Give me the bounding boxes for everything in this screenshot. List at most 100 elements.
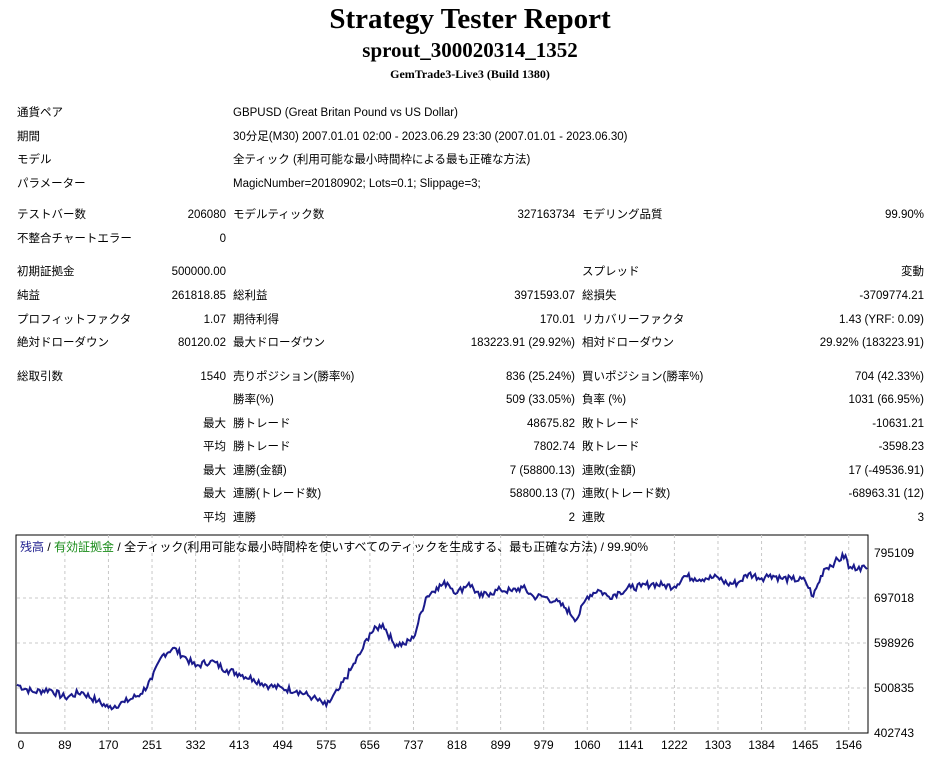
rel-dd-value: 29.92% (183223.91) [819, 337, 924, 349]
max-dd-label: 最大ドローダウン [233, 337, 325, 349]
recovery-label: リカバリーファクタ [582, 314, 685, 326]
consec-loss-cnt-label: 連敗(トレード数) [582, 488, 671, 500]
period-value: 30分足(M30) 2007.01.01 02:00 - 2023.06.29 … [233, 131, 628, 143]
consec-win-amt-value: 7 (58800.13) [509, 465, 575, 477]
x-tick-label: 1141 [617, 738, 644, 752]
win-pct-label: 勝率(%) [233, 394, 274, 406]
x-tick-label: 0 [17, 738, 25, 752]
avg-win-label: 勝トレード [233, 441, 291, 453]
max-loss-label: 敗トレード [582, 418, 640, 430]
abs-dd-value: 80120.02 [178, 337, 226, 349]
expected-label: 期待利得 [233, 314, 279, 326]
x-tick-label: 1222 [661, 738, 688, 752]
max-win-value: 48675.82 [527, 418, 575, 430]
y-tick-label: 402743 [874, 726, 915, 740]
short-label: 売りポジション(勝率%) [233, 371, 355, 383]
y-tick-label: 697018 [874, 590, 915, 605]
x-tick-label: 494 [272, 738, 293, 752]
chart-grid [17, 535, 867, 733]
gross-loss-label: 総損失 [582, 290, 617, 302]
gross-profit-value: 3971593.07 [514, 290, 575, 302]
long-label: 買いポジション(勝率%) [582, 371, 704, 383]
consec-win-cnt-value: 58800.13 (7) [509, 488, 575, 500]
chart-frame [15, 534, 869, 734]
max-label-1: 最大 [203, 418, 226, 430]
x-tick-label: 818 [447, 738, 468, 752]
max-win-label: 勝トレード [233, 418, 291, 430]
consec-win-amt-label: 連勝(金額) [233, 465, 287, 477]
net-label: 純益 [17, 290, 40, 302]
x-tick-label: 1546 [835, 738, 863, 752]
params-label: パラメーター [17, 178, 86, 190]
x-tick-label: 979 [533, 738, 554, 752]
win-pct-value: 509 (33.05%) [505, 394, 575, 406]
avg-win-value: 7802.74 [533, 441, 575, 453]
pair-value: GBPUSD (Great Britan Pound vs US Dollar) [233, 107, 458, 119]
ticks-label: モデルティック数 [233, 209, 325, 221]
x-tick-label: 251 [142, 738, 163, 752]
x-tick-label: 332 [185, 738, 206, 752]
deposit-value: 500000.00 [171, 266, 226, 278]
pf-value: 1.07 [203, 314, 226, 326]
bars-label: テストバー数 [17, 209, 86, 221]
expected-value: 170.01 [539, 314, 575, 326]
total-trades-value: 1540 [200, 371, 226, 383]
avg-loss-value: -3598.23 [878, 441, 924, 453]
legend-sep-1: / [44, 540, 55, 554]
report-subtitle: sprout_300020314_1352 [362, 38, 578, 62]
report-title: Strategy Tester Report [329, 3, 611, 35]
mismatch-value: 0 [219, 233, 226, 245]
avg-consec-loss-label: 連敗 [582, 512, 605, 524]
max-loss-value: -10631.21 [872, 418, 924, 430]
long-value: 704 (42.33%) [854, 371, 924, 383]
quality-value: 99.90% [884, 209, 924, 221]
consec-win-cnt-label: 連勝(トレード数) [233, 488, 322, 500]
balance-line [16, 550, 868, 711]
spread-label: スプレッド [582, 266, 640, 278]
x-tick-label: 413 [229, 738, 250, 752]
rel-dd-label: 相対ドローダウン [582, 337, 674, 349]
consec-loss-amt-label: 連敗(金額) [582, 465, 636, 477]
mismatch-label: 不整合チャートエラー [17, 233, 132, 245]
loss-pct-label: 負率 (%) [582, 394, 627, 406]
spread-value: 変動 [901, 266, 924, 278]
legend-equity: 有効証拠金 [54, 540, 115, 554]
avg-consec-win-value: 2 [568, 512, 575, 524]
pair-label: 通貨ペア [17, 107, 63, 119]
abs-dd-label: 絶対ドローダウン [17, 337, 109, 349]
report-build: GemTrade3-Live3 (Build 1380) [390, 67, 550, 81]
avg-loss-label: 敗トレード [582, 441, 640, 453]
x-tick-label: 575 [316, 738, 337, 752]
pf-label: プロフィットファクタ [17, 314, 132, 326]
x-tick-label: 1303 [704, 738, 732, 752]
bars-value: 206080 [187, 209, 226, 221]
x-tick-label: 737 [403, 738, 424, 752]
avg-label-2: 平均 [203, 512, 226, 524]
y-tick-label: 795109 [874, 546, 915, 560]
x-tick-label: 1060 [573, 738, 601, 752]
y-tick-label: 598926 [874, 636, 915, 650]
gross-loss-value: -3709774.21 [859, 290, 924, 302]
avg-label-1: 平均 [203, 441, 226, 453]
max-label-3: 最大 [203, 488, 226, 500]
legend-balance: 残高 [20, 540, 45, 554]
max-dd-value: 183223.91 (29.92%) [470, 337, 575, 349]
ticks-value: 327163734 [517, 209, 575, 221]
x-tick-label: 656 [359, 738, 380, 752]
recovery-value: 1.43 (YRF: 0.09) [838, 314, 924, 326]
deposit-label: 初期証拠金 [17, 266, 75, 278]
avg-consec-win-label: 連勝 [233, 512, 256, 524]
x-tick-label: 899 [490, 738, 511, 752]
gross-profit-label: 総利益 [233, 290, 268, 302]
x-tick-label: 1384 [748, 738, 775, 752]
model-value: 全ティック (利用可能な最小時間枠による最も正確な方法) [233, 154, 531, 166]
legend-sep-2: / [114, 540, 125, 554]
legend-model: 全ティック(利用可能な最小時間枠を使いすべてのティックを生成する、最も正確な方法… [124, 540, 648, 554]
y-tick-label: 500835 [874, 680, 915, 695]
short-value: 836 (25.24%) [505, 371, 575, 383]
max-label-2: 最大 [203, 465, 226, 477]
quality-label: モデリング品質 [582, 209, 663, 221]
x-tick-label: 170 [98, 738, 119, 752]
x-tick-label: 89 [58, 738, 72, 752]
loss-pct-value: 1031 (66.95%) [848, 394, 924, 406]
